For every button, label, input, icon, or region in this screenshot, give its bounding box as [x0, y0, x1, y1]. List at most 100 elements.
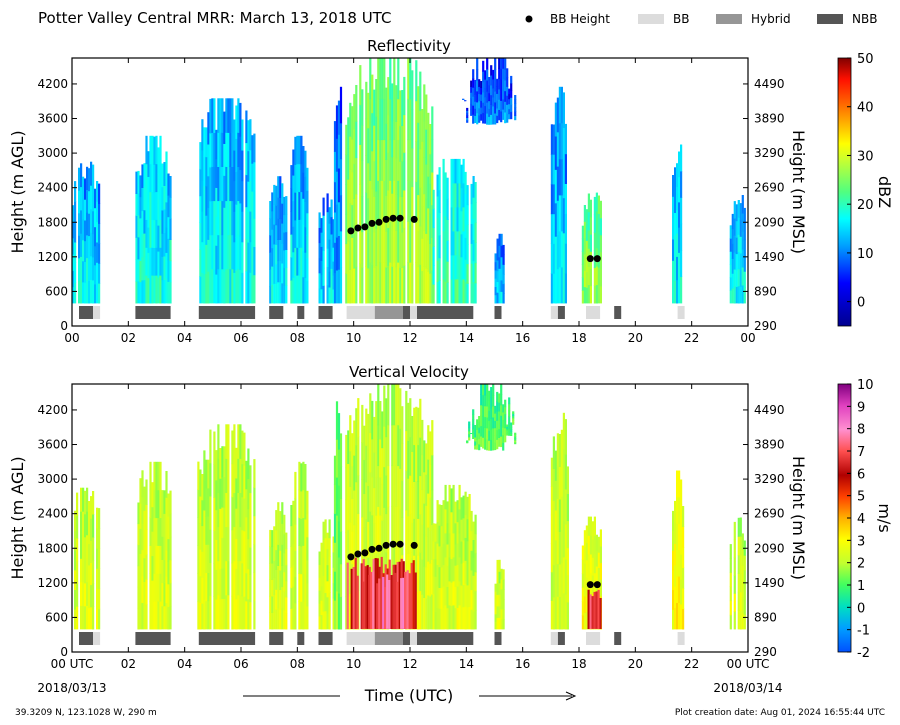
echo-cell: [554, 480, 557, 511]
echo-cell: [476, 58, 479, 70]
echo-cell: [488, 430, 491, 441]
echo-cell: [320, 218, 323, 233]
echo-cell: [328, 537, 331, 557]
panel-reflectivity: Reflectivity 00 02 04 06 08 10 12 14 16 18 20 22 000…: [8, 37, 894, 345]
echo-cell: [436, 174, 439, 197]
echo-cell: [277, 565, 280, 588]
echo-cell: [237, 234, 240, 270]
echo-cell: [482, 394, 485, 406]
echo-cell: [482, 91, 485, 103]
echo-cell: [205, 215, 208, 245]
echo-cell: [285, 580, 288, 598]
echo-cell: [281, 544, 284, 566]
echo-cell: [680, 529, 683, 555]
echo-cell: [554, 169, 557, 204]
echo-cell: [199, 469, 202, 497]
echo-cell: [674, 500, 677, 523]
echo-cell: [486, 80, 489, 92]
echo-cell: [468, 561, 471, 585]
echo-cell: [302, 601, 305, 630]
echo-cell: [92, 187, 95, 212]
echo-cell: [377, 180, 380, 222]
echo-cell: [466, 119, 469, 123]
echo-cell: [217, 458, 220, 493]
echo-cell: [98, 528, 101, 549]
echo-cell: [581, 601, 584, 616]
echo-cell: [169, 197, 172, 219]
echo-cell: [448, 604, 451, 630]
echo-cell: [401, 232, 404, 268]
echo-cell: [454, 158, 457, 184]
echo-cell: [492, 406, 495, 418]
echo-cell: [494, 269, 497, 279]
echo-cell: [217, 526, 220, 562]
echo-cell: [484, 416, 487, 428]
echo-cell: [76, 583, 79, 607]
echo-cell: [86, 257, 89, 281]
echo-cell: [510, 83, 513, 91]
echo-cell: [423, 193, 426, 231]
echo-cell: [78, 167, 81, 191]
echo-cell: [328, 223, 331, 240]
echo-cell: [595, 229, 598, 249]
echo-cell: [733, 218, 736, 236]
echo-cell: [448, 484, 451, 510]
echo-cell: [472, 593, 475, 612]
echo-cell: [395, 121, 398, 159]
echo-cell: [454, 254, 457, 280]
echo-cell: [494, 102, 497, 114]
echo-cell: [514, 432, 517, 435]
echo-cell: [149, 219, 152, 248]
echo-cell: [273, 526, 276, 544]
echo-cell: [155, 275, 158, 304]
echo-cell: [149, 461, 152, 491]
fall-core-cell: [390, 575, 393, 629]
echo-cell: [486, 438, 489, 451]
echo-cell: [215, 187, 218, 217]
echo-cell: [743, 255, 746, 272]
fall-core-cell: [388, 580, 391, 629]
echo-cell: [335, 515, 339, 554]
echo-cell: [141, 210, 144, 235]
bb-class-bar-nbb: [318, 306, 333, 319]
x-tick-label: 20: [628, 657, 643, 671]
echo-cell: [504, 80, 507, 92]
echo-cell: [498, 605, 501, 618]
echo-cell: [735, 270, 738, 287]
echo-cell: [401, 443, 404, 481]
echo-cell: [385, 398, 388, 438]
echo-cell: [337, 201, 341, 236]
x-tick-label: 12: [402, 331, 417, 345]
echo-cell: [283, 285, 286, 304]
echo-cell: [209, 166, 212, 202]
echo-cell: [476, 69, 479, 81]
echo-cell: [464, 583, 467, 607]
echo-cell: [72, 270, 75, 288]
echo-cell: [153, 136, 156, 165]
echo-cell: [504, 69, 507, 81]
echo-cell: [460, 497, 463, 520]
echo-cell: [139, 196, 142, 219]
echo-cell: [554, 202, 557, 237]
echo-cell: [595, 581, 598, 598]
echo-cell: [213, 268, 216, 304]
echo-cell: [328, 555, 331, 575]
echo-cell: [454, 182, 457, 208]
bb-class-bar-bb: [550, 306, 558, 319]
echo-cell: [581, 545, 584, 560]
legend-label-bb-height: BB Height: [550, 12, 610, 26]
echo-cell: [492, 106, 495, 116]
echo-cell: [486, 58, 489, 70]
echo-cell: [397, 139, 400, 181]
echo-cell: [494, 286, 497, 296]
echo-cell: [682, 547, 685, 568]
echo-cell: [395, 194, 398, 231]
legend-label-hybrid: Hybrid: [751, 12, 791, 26]
echo-cell: [351, 139, 354, 173]
y-tick-label: 600: [45, 284, 68, 298]
echo-cell: [227, 200, 230, 236]
echo-cell: [249, 119, 252, 151]
echo-cell: [241, 430, 244, 465]
echo-cell: [361, 196, 364, 233]
echo-cell: [591, 557, 594, 576]
